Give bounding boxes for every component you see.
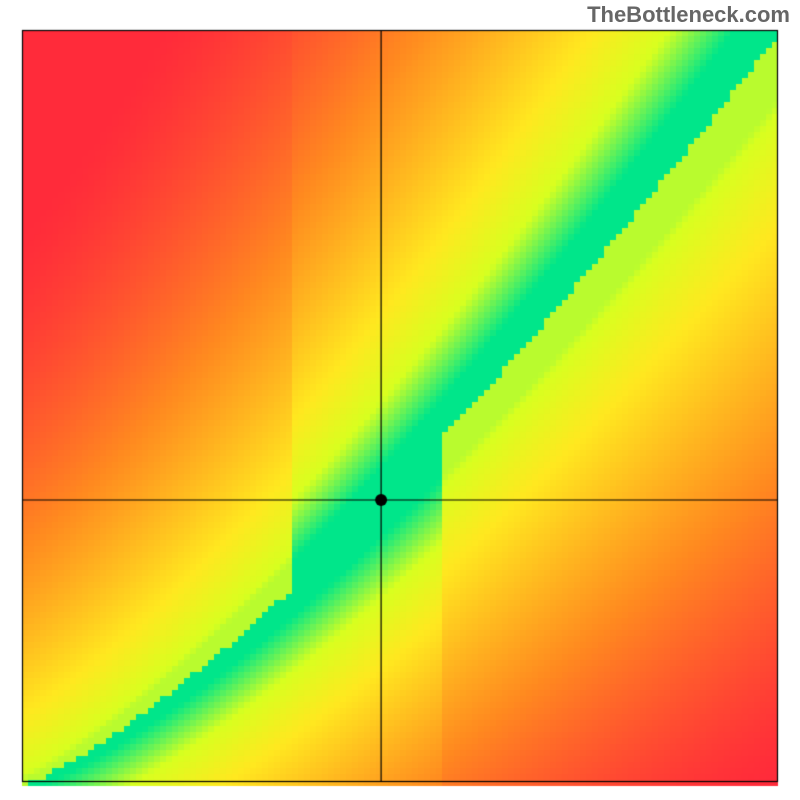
chart-container: TheBottleneck.com — [0, 0, 800, 800]
source-watermark: TheBottleneck.com — [587, 2, 790, 28]
bottleneck-heatmap — [0, 0, 800, 800]
